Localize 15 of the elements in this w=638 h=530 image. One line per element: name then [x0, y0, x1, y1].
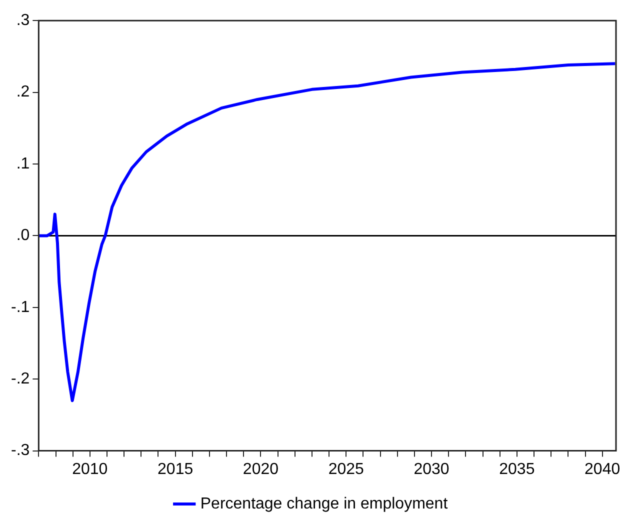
x-tick-label: 2035	[499, 460, 535, 478]
y-tick-label: -.2	[11, 370, 30, 388]
x-tick-label: 2010	[72, 460, 108, 478]
y-tick-label: .1	[16, 155, 30, 172]
y-tick-label: .2	[16, 84, 30, 101]
x-tick-label: 2040	[584, 460, 620, 478]
x-tick-label: 2025	[328, 460, 364, 478]
x-tick-label: 2020	[242, 460, 279, 478]
y-tick-label: .3	[16, 12, 30, 30]
y-tick-label: .0	[16, 227, 30, 244]
x-tick-label: 2015	[158, 460, 194, 478]
y-tick-label: -.1	[11, 298, 30, 316]
y-tick-label: -.3	[11, 442, 30, 460]
legend-label: Percentage change in employment	[200, 495, 448, 512]
x-tick-label: 2030	[414, 460, 450, 478]
